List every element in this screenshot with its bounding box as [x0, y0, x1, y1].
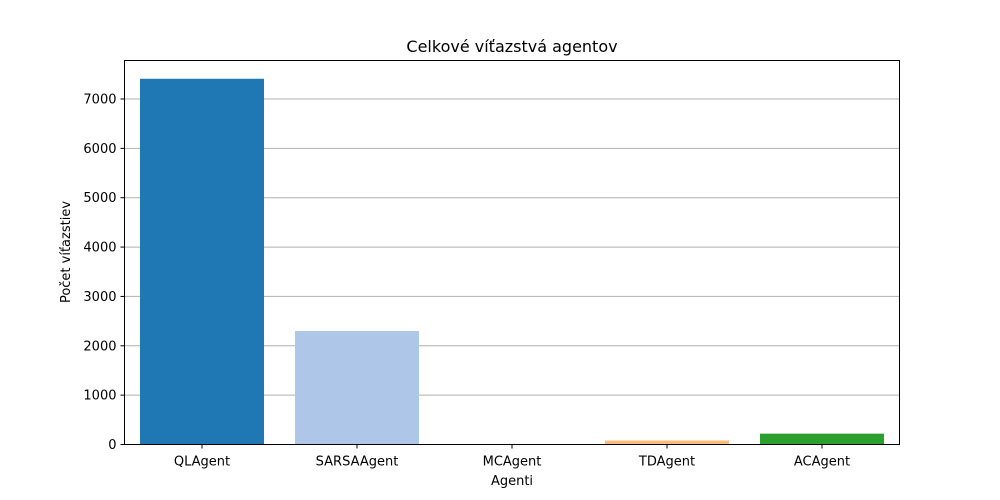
y-tick-label: 4000 [83, 241, 116, 256]
y-tick-label: 0 [108, 438, 116, 453]
bar-sarsaagent [295, 330, 419, 445]
bar-tdagent [605, 440, 729, 445]
bar-qlagent [140, 78, 264, 445]
x-tick-label: ACAgent [794, 455, 850, 470]
y-axis-title: Počet víťazstiev [59, 201, 74, 303]
x-tick-label: MCAgent [483, 455, 542, 470]
y-tick-label: 7000 [83, 92, 116, 107]
x-tick-label: SARSAAgent [316, 455, 399, 470]
x-axis-ticks: QLAgent SARSAAgent MCAgent TDAgent ACAgent [174, 444, 850, 470]
bars [140, 78, 884, 445]
y-tick-label: 1000 [83, 389, 116, 404]
x-axis-title: Agenti [491, 474, 533, 489]
y-tick-label: 6000 [83, 142, 116, 157]
y-tick-label: 2000 [83, 339, 116, 354]
x-tick-label: TDAgent [638, 455, 695, 470]
x-tick-label: QLAgent [174, 455, 230, 470]
y-axis-ticks: 0 1000 2000 3000 4000 5000 6000 7000 [83, 92, 125, 453]
y-tick-label: 5000 [83, 191, 116, 206]
y-tick-label: 3000 [83, 290, 116, 305]
chart-title: Celkové víťazstvá agentov [406, 37, 617, 56]
bar-acagent [760, 433, 884, 445]
